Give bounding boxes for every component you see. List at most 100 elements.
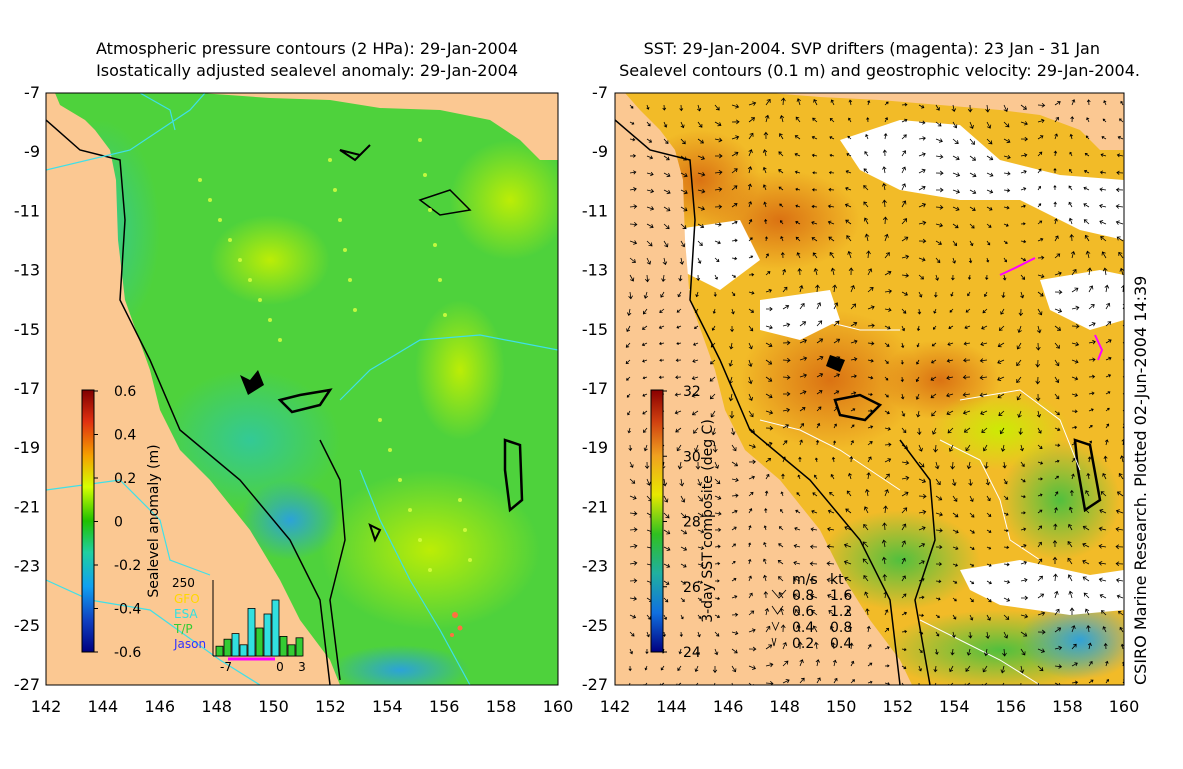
lat-tick-label: -25 [582, 616, 608, 635]
lon-tick-label: 152 [315, 697, 346, 716]
left-map [46, 93, 558, 685]
credit-text: CSIRO Marine Research. Plotted 02-Jun-20… [1131, 276, 1150, 685]
lat-tick-label: -19 [14, 438, 40, 457]
velocity-legend-kt: 0.8 [830, 620, 852, 636]
velocity-legend-ms: 0.2 [792, 636, 814, 652]
velocity-scale-arrow [771, 605, 784, 615]
colorbar-tick-label: 24 [683, 645, 701, 661]
histogram-x-tick: -7 [220, 660, 232, 674]
velocity-legend-kt: 1.2 [830, 604, 852, 620]
colorbar-tick-label: 32 [683, 384, 701, 400]
colorbar-tick-label: 26 [683, 580, 701, 596]
histogram-legend-item: GFO [174, 592, 200, 606]
left-title-line1: Atmospheric pressure contours (2 HPa): 2… [96, 39, 518, 58]
histogram-bar [223, 638, 232, 657]
lat-tick-label: -7 [24, 83, 40, 102]
histogram-bar [279, 636, 288, 657]
colorbar-tick-label: -0.4 [114, 602, 141, 618]
velocity-scale-arrow [771, 589, 787, 599]
lat-tick-label: -27 [582, 675, 608, 694]
lon-tick-label: 154 [939, 697, 970, 716]
lat-tick-label: -9 [592, 142, 608, 161]
lat-tick-label: -9 [24, 142, 40, 161]
lat-tick-label: -15 [582, 320, 608, 339]
velocity-legend-ms: 0.8 [792, 588, 814, 604]
left-title-line2: Isostatically adjusted sealevel anomaly:… [96, 61, 518, 80]
histogram-bar [271, 599, 280, 657]
right-title-line2: Sealevel contours (0.1 m) and geostrophi… [619, 61, 1140, 80]
histogram-ymax-label: 250 [172, 576, 195, 590]
lon-tick-label: 160 [1109, 697, 1140, 716]
lon-tick-label: 154 [372, 697, 403, 716]
histogram-legend-item: Jason [173, 637, 206, 651]
velocity-legend-header-ms: m/s [792, 572, 818, 588]
lat-tick-label: -15 [14, 320, 40, 339]
histogram-bar [295, 637, 304, 657]
sst-colorbar-label: 3-day SST composite (deg C) [700, 419, 716, 623]
lon-tick-label: 150 [258, 697, 289, 716]
lon-tick-label: 148 [201, 697, 232, 716]
lon-tick-label: 156 [429, 697, 460, 716]
lon-tick-label: 146 [713, 697, 744, 716]
velocity-legend-kt: 0.4 [830, 636, 852, 652]
colorbar-tick-label: 30 [683, 449, 701, 465]
lon-tick-label: 152 [883, 697, 914, 716]
right-title-line1: SST: 29-Jan-2004. SVP drifters (magenta)… [643, 39, 1100, 58]
histogram-x-tick: 0 [276, 660, 284, 674]
velocity-scale-arrow [771, 637, 777, 647]
histogram-legend-item: ESA [174, 607, 198, 621]
histogram-bar [287, 644, 296, 657]
velocity-scale-arrow [771, 621, 780, 631]
colorbar-tick-label: 0.2 [114, 471, 136, 487]
velocity-legend-kt: 1.6 [830, 588, 852, 604]
lat-tick-label: -13 [14, 261, 40, 280]
histogram-x-tick: 3 [298, 660, 306, 674]
lon-tick-label: 150 [826, 697, 857, 716]
velocity-legend-header-kt: kt [830, 572, 844, 588]
colorbar-tick-label: -0.2 [114, 558, 141, 574]
velocity-legend-ms: 0.6 [792, 604, 814, 620]
histogram-bar [247, 608, 256, 657]
right-map [615, 93, 1124, 685]
lon-tick-label: 148 [769, 697, 800, 716]
colorbar-tick-label: 0.4 [114, 428, 136, 444]
histogram-bar [255, 627, 264, 657]
lat-tick-label: -27 [14, 675, 40, 694]
lat-tick-label: -23 [14, 557, 40, 576]
velocity-legend-ms: 0.4 [792, 620, 814, 636]
sst-colorbar [650, 389, 664, 653]
lon-tick-label: 142 [600, 697, 631, 716]
histogram-bar [239, 644, 248, 657]
lat-tick-label: -23 [582, 557, 608, 576]
lat-tick-label: -17 [14, 379, 40, 398]
lon-tick-label: 144 [656, 697, 687, 716]
sla-colorbar-label: Sealevel anomaly (m) [146, 444, 162, 597]
lon-tick-label: 156 [996, 697, 1027, 716]
lat-tick-label: -21 [14, 497, 40, 516]
lat-tick-label: -19 [582, 438, 608, 457]
lat-tick-label: -11 [582, 201, 608, 220]
colorbar-tick-label: 0 [114, 515, 123, 531]
lon-tick-label: 158 [486, 697, 517, 716]
lon-tick-label: 142 [31, 697, 62, 716]
colorbar-tick-label: -0.6 [114, 645, 141, 661]
histogram-bar [231, 633, 240, 657]
velocity-legend: m/s kt 0.8 1.60.6 1.20.4 0.80.2 0.4 [771, 572, 852, 652]
colorbar-tick-label: 28 [683, 515, 701, 531]
histogram-bar [263, 613, 272, 657]
lat-tick-label: -11 [14, 201, 40, 220]
histogram-legend-item: T/P [173, 622, 193, 636]
lon-tick-label: 160 [543, 697, 574, 716]
lat-tick-label: -7 [592, 83, 608, 102]
lat-tick-label: -13 [582, 261, 608, 280]
lon-tick-label: 146 [145, 697, 176, 716]
lon-tick-label: 158 [1052, 697, 1083, 716]
lon-tick-label: 144 [88, 697, 119, 716]
histogram-bar [215, 645, 224, 657]
colorbar-tick-label: 0.6 [114, 384, 136, 400]
lat-tick-label: -21 [582, 497, 608, 516]
lat-tick-label: -25 [14, 616, 40, 635]
lat-tick-label: -17 [582, 379, 608, 398]
